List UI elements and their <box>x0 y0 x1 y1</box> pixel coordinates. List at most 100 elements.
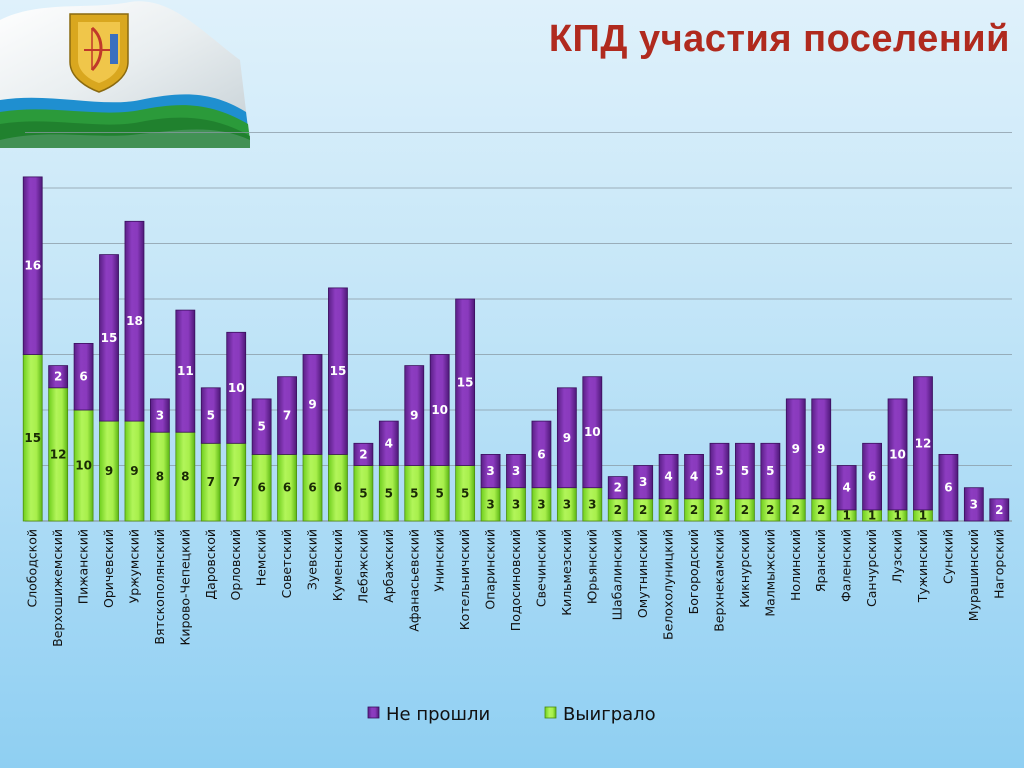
data-label-not-passed: 5 <box>257 420 265 434</box>
kirov-region-flag-icon <box>0 1 250 148</box>
data-label-not-passed: 15 <box>457 375 474 389</box>
data-label-won: 2 <box>690 503 698 517</box>
bar-not-passed <box>811 398 832 500</box>
bar-not-passed <box>633 465 654 500</box>
bar-not-passed <box>22 176 43 355</box>
category-label: Яранский <box>813 529 828 592</box>
page-title: КПД участия поселений <box>548 18 1010 60</box>
bar-not-passed <box>785 398 806 500</box>
category-label: Кирово-Чепецкий <box>177 529 192 646</box>
category-label: Подосиновский <box>508 529 523 631</box>
category-label: Фаленский <box>839 529 854 602</box>
legend-label-not-passed: Не прошли <box>386 704 490 725</box>
data-label-not-passed: 4 <box>664 470 672 484</box>
bar-not-passed <box>73 342 94 411</box>
bar-not-passed <box>913 376 933 511</box>
bar-not-passed <box>735 442 755 500</box>
bar-not-passed <box>506 453 526 489</box>
data-label-won: 5 <box>461 486 469 500</box>
category-label: Белохолуницкий <box>661 529 676 640</box>
category-label: Советский <box>279 529 294 598</box>
data-label-not-passed: 3 <box>639 475 647 489</box>
data-label-not-passed: 15 <box>330 364 347 378</box>
bar-not-passed <box>531 420 552 489</box>
bar-not-passed <box>480 453 501 489</box>
category-label: Слободской <box>25 529 40 608</box>
category-label: Верхнекамский <box>711 529 726 632</box>
bar-not-passed <box>200 387 221 444</box>
data-label-won: 3 <box>537 497 545 511</box>
data-label-not-passed: 5 <box>207 409 215 423</box>
data-label-won: 7 <box>207 475 215 489</box>
data-label-not-passed: 4 <box>690 470 698 484</box>
bar-not-passed <box>862 442 883 511</box>
data-label-won: 3 <box>563 497 571 511</box>
bar-not-passed <box>328 287 348 455</box>
data-label-won: 1 <box>868 508 876 522</box>
data-label-won: 3 <box>486 497 494 511</box>
data-label-not-passed: 3 <box>156 409 164 423</box>
data-label-not-passed: 4 <box>842 481 850 495</box>
bar-not-passed <box>378 420 399 466</box>
bar-not-passed <box>684 453 704 500</box>
data-label-won: 2 <box>639 503 647 517</box>
category-label: Уржумский <box>126 529 141 603</box>
bar-not-passed <box>149 398 170 433</box>
data-label-won: 7 <box>232 475 240 489</box>
data-label-not-passed: 9 <box>817 442 825 456</box>
bar-not-passed <box>887 398 908 511</box>
data-label-not-passed: 12 <box>915 436 932 450</box>
category-label: Даровской <box>203 529 218 600</box>
category-label: Вятскополянский <box>152 529 167 645</box>
category-label: Лебяжский <box>355 529 370 603</box>
data-label-not-passed: 11 <box>177 364 194 378</box>
data-label-won: 12 <box>50 447 67 461</box>
category-label: Омутнинский <box>635 529 650 618</box>
category-label: Санчурский <box>864 529 879 607</box>
bar-not-passed <box>836 465 857 511</box>
data-label-not-passed: 5 <box>741 464 749 478</box>
bar-not-passed <box>582 376 603 489</box>
data-label-not-passed: 6 <box>944 481 952 495</box>
data-label-not-passed: 5 <box>766 464 774 478</box>
data-label-won: 3 <box>512 497 520 511</box>
data-label-not-passed: 6 <box>79 370 87 384</box>
data-label-won: 2 <box>766 503 774 517</box>
bar-not-passed <box>353 442 374 466</box>
data-label-won: 2 <box>614 503 622 517</box>
category-label: Опаринский <box>483 529 498 610</box>
data-label-won: 5 <box>385 486 393 500</box>
bar-not-passed <box>658 453 679 500</box>
legend-swatch-not-passed <box>367 706 380 719</box>
data-label-not-passed: 3 <box>486 464 494 478</box>
data-label-not-passed: 2 <box>614 481 622 495</box>
data-labels: 1516122106915918838117571065676961552545… <box>24 259 1003 523</box>
data-label-not-passed: 6 <box>868 470 876 484</box>
data-label-not-passed: 15 <box>101 331 118 345</box>
bar-not-passed <box>455 298 476 466</box>
category-label: Нолинский <box>788 529 803 601</box>
data-label-won: 2 <box>792 503 800 517</box>
category-label: Арбажский <box>381 529 396 603</box>
data-label-won: 8 <box>156 470 164 484</box>
category-label: Оричевский <box>101 529 116 608</box>
category-label: Богородский <box>686 529 701 614</box>
legend-swatch-won <box>544 706 557 719</box>
bar-not-passed <box>607 476 628 500</box>
bars <box>22 176 1010 522</box>
category-label: Мурашинский <box>966 529 981 621</box>
data-label-not-passed: 2 <box>54 370 62 384</box>
data-label-won: 10 <box>75 459 92 473</box>
data-label-won: 5 <box>359 486 367 500</box>
data-label-won: 3 <box>588 497 596 511</box>
bar-not-passed <box>302 354 323 455</box>
category-label: Кикнурский <box>737 529 752 608</box>
data-label-not-passed: 2 <box>359 447 367 461</box>
data-label-not-passed: 3 <box>970 497 978 511</box>
bar-not-passed <box>48 365 69 389</box>
bar-not-passed <box>251 398 272 455</box>
bar-not-passed <box>99 254 119 422</box>
data-label-won: 1 <box>842 508 850 522</box>
bar-not-passed <box>556 387 577 489</box>
